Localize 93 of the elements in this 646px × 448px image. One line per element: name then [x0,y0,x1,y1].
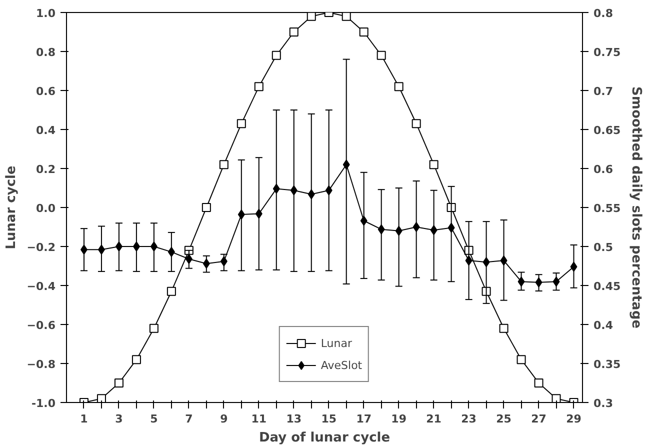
x-tick-label: 9 [220,412,228,426]
point [96,394,106,402]
point [132,355,141,364]
point [255,208,262,219]
legend-label: Lunar [320,336,352,350]
point [114,378,124,388]
y-tick-label: 0.8 [36,46,56,59]
y-tick-label: 0.6 [36,85,56,98]
point [220,256,228,266]
y2-tick-label: 0.4 [594,319,614,332]
x-tick-label: 7 [185,412,193,426]
point [518,276,525,287]
point [482,257,490,268]
y2-tick-label: 0.5 [594,241,613,254]
y-tick-label: −0.8 [26,358,56,371]
point [500,256,508,266]
x-tick-label: 27 [531,412,546,426]
point [254,82,264,92]
y-axis-title: Lunar cycle [4,165,19,250]
y2-tick-label: 0.75 [594,46,621,59]
point [115,242,122,252]
y2-tick-label: 0.8 [594,7,613,20]
point [499,324,508,333]
point [570,262,578,272]
point [219,160,228,170]
y-tick-label: 0.2 [36,163,56,176]
point [412,119,421,128]
point [465,256,472,266]
point [290,185,298,196]
x-tick-label: 29 [566,412,582,426]
x-tick-label: 21 [426,412,442,426]
point [272,50,281,60]
point [308,189,315,200]
point [149,324,158,333]
point [429,160,438,170]
point [272,184,280,194]
point [166,286,176,296]
point [412,222,420,232]
y2-tick-label: 0.6 [594,163,614,176]
legend-label: AveSlot [320,358,362,372]
y2-tick-label: 0.3 [594,397,613,410]
x-tick-label: 19 [391,412,406,426]
point [360,216,368,226]
point [552,394,561,402]
point [359,28,368,36]
point [534,378,544,388]
point [342,160,350,170]
point [150,242,158,252]
point [535,277,542,288]
point [552,276,560,287]
point [238,210,245,220]
x-tick-label: 3 [115,412,123,426]
point [306,12,316,21]
y-tick-label: -1.0 [31,397,56,410]
point [516,355,526,364]
point [202,258,210,269]
point [395,226,402,236]
point [185,254,192,264]
y2-axis-title: Smoothed daily slots percentage [628,86,644,329]
y-tick-label: −0.2 [26,241,56,254]
x-tick-label: 17 [356,412,372,426]
point [430,225,438,236]
point [376,50,386,60]
y-tick-label: 0.4 [36,124,56,137]
point [80,244,88,255]
y-tick-label: −0.6 [26,319,56,332]
x-tick-label: 1 [80,412,88,426]
x-tick-label: 25 [496,412,512,426]
point [98,244,105,255]
y-tick-label: 0.0 [36,202,56,215]
point [289,28,298,36]
y2-tick-label: 0.35 [594,358,621,371]
point [202,203,211,212]
point [378,224,385,234]
point [448,222,455,233]
point [236,119,246,128]
x-tick-label: 5 [150,412,158,426]
y-tick-label: 1.0 [36,7,56,20]
x-tick-label: 23 [461,412,476,426]
y2-tick-label: 0.7 [594,85,613,98]
point [394,82,404,92]
x-tick-label: 15 [321,412,337,426]
point [342,12,351,21]
point [132,242,140,252]
x-tick-label: 11 [251,412,267,426]
y2-tick-label: 0.55 [594,202,621,215]
x-tick-label: 13 [286,412,302,426]
y2-tick-label: 0.45 [594,280,621,293]
x-axis-title: Day of lunar cycle [258,430,390,446]
point [325,185,332,196]
point [168,246,175,257]
y-tick-label: −0.4 [26,280,56,293]
y2-tick-label: 0.65 [594,124,621,137]
